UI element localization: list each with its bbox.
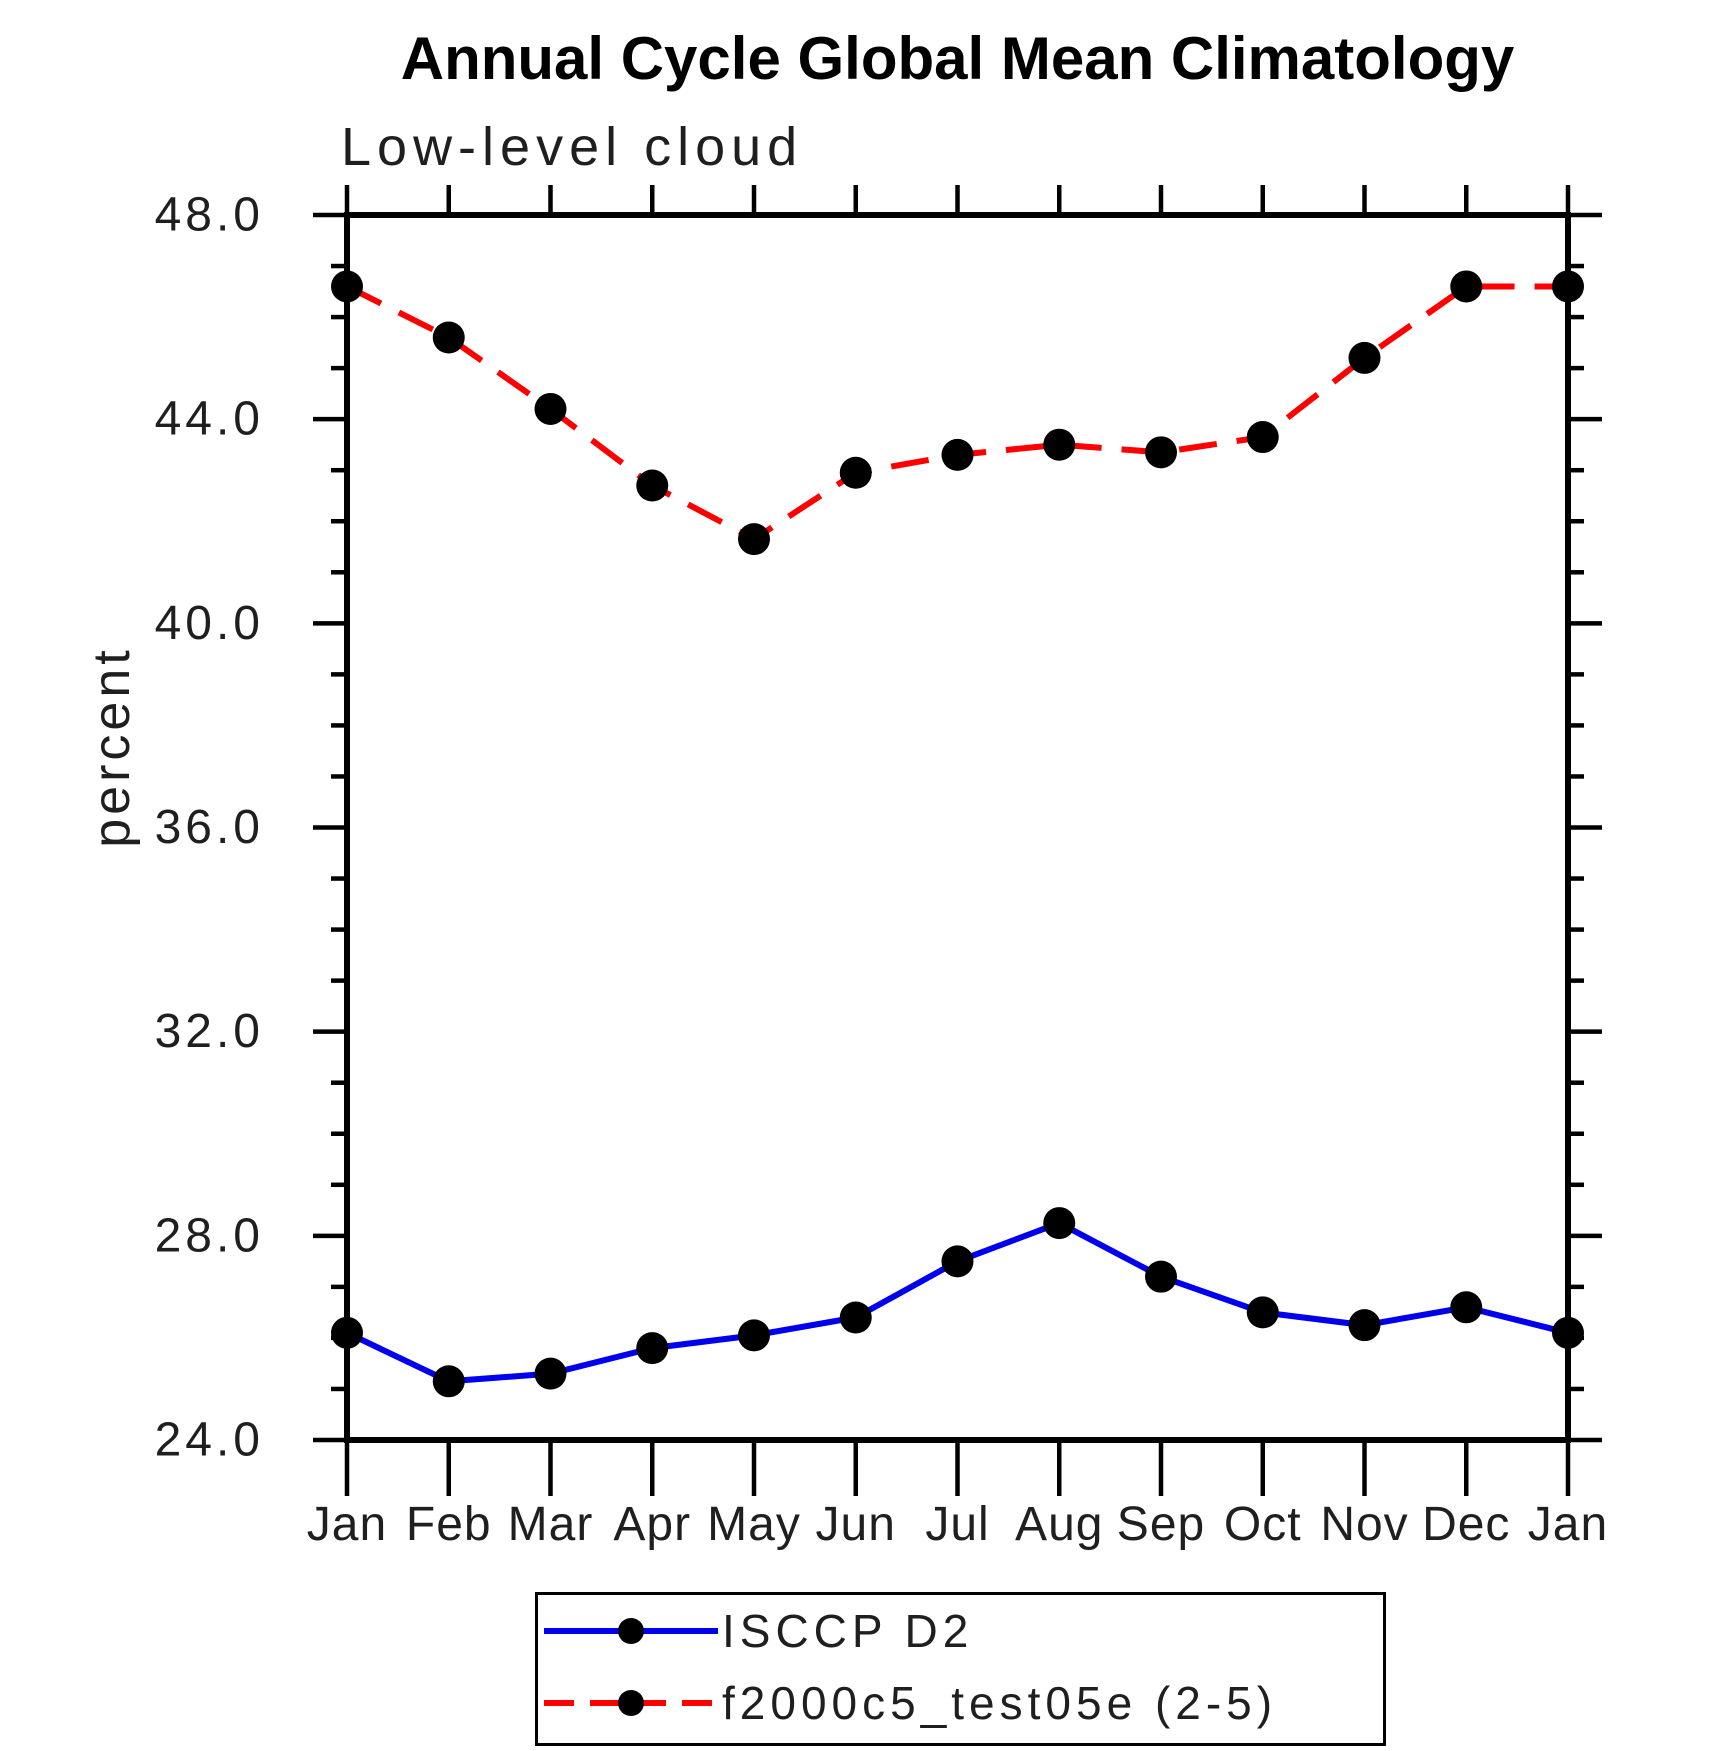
y-tick-label: 36.0 <box>155 801 264 854</box>
x-tick-label: Jul <box>925 1498 989 1551</box>
series-1-marker <box>738 523 770 556</box>
y-tick-label: 48.0 <box>155 189 264 242</box>
series-line-1 <box>345 283 1568 543</box>
series-0-marker <box>432 1365 465 1398</box>
series-0-marker <box>331 1316 363 1349</box>
series-0-marker <box>1552 1316 1584 1349</box>
legend-sample-marker-0 <box>618 1618 644 1644</box>
legend-label: f2000c5_test05e (2-5) <box>722 1677 1278 1729</box>
series-1-marker <box>941 438 974 471</box>
legend-entry: ISCCP D2 <box>538 1595 1383 1667</box>
legend-line-sample <box>544 1618 718 1644</box>
series-0-marker <box>534 1357 567 1390</box>
x-tick-label: Aug <box>1015 1498 1103 1551</box>
series-0-marker <box>1145 1260 1177 1293</box>
legend-box: ISCCP D2 f2000c5_test05e (2-5) <box>535 1592 1386 1746</box>
series-1-marker <box>1043 428 1076 461</box>
legend-sample-marker-1 <box>618 1690 644 1716</box>
x-tick-label: Jun <box>816 1498 896 1551</box>
series-0-marker <box>941 1245 974 1278</box>
series-0-marker <box>1450 1291 1483 1324</box>
y-tick-label: 32.0 <box>155 1005 264 1058</box>
series-0-marker <box>1348 1309 1381 1342</box>
series-1-marker <box>1246 421 1279 454</box>
series-1-marker <box>839 456 872 489</box>
x-tick-label: Sep <box>1117 1498 1205 1551</box>
series-0-marker <box>839 1301 872 1334</box>
x-tick-label: Dec <box>1422 1498 1510 1551</box>
series-1-marker <box>331 270 363 303</box>
series-1-marker <box>1348 341 1381 374</box>
x-tick-label: Nov <box>1320 1498 1408 1551</box>
x-tick-label: Feb <box>406 1498 492 1551</box>
x-tick-label: Jan <box>1528 1498 1608 1551</box>
legend-label: ISCCP D2 <box>722 1605 974 1657</box>
series-1-marker <box>1145 436 1177 469</box>
series-1-marker <box>432 321 465 354</box>
series-0-marker <box>1043 1207 1076 1240</box>
y-tick-label: 24.0 <box>155 1414 264 1467</box>
legend-line-sample <box>544 1690 718 1716</box>
x-tick-label: Jan <box>307 1498 387 1551</box>
series-1-marker <box>1552 270 1584 303</box>
x-tick-label: May <box>707 1498 801 1551</box>
x-tick-label: Mar <box>508 1498 594 1551</box>
x-tick-label: Apr <box>613 1498 691 1551</box>
chart-subtitle: Low-level cloud <box>341 117 804 177</box>
series-1-marker <box>534 392 567 425</box>
legend-entry: f2000c5_test05e (2-5) <box>538 1667 1383 1739</box>
plot-frame <box>344 212 1571 1443</box>
y-tick-label: 44.0 <box>155 393 264 446</box>
series-1-marker <box>1450 270 1483 303</box>
series-0-marker <box>1246 1296 1279 1329</box>
x-tick-label: Oct <box>1224 1498 1302 1551</box>
y-tick-label: 40.0 <box>155 597 264 650</box>
chart-title: Annual Cycle Global Mean Climatology <box>400 25 1515 92</box>
series-0-marker <box>738 1319 770 1352</box>
series-0-marker <box>636 1332 669 1365</box>
series-1-marker <box>636 469 669 502</box>
y-tick-label: 28.0 <box>155 1209 264 1262</box>
